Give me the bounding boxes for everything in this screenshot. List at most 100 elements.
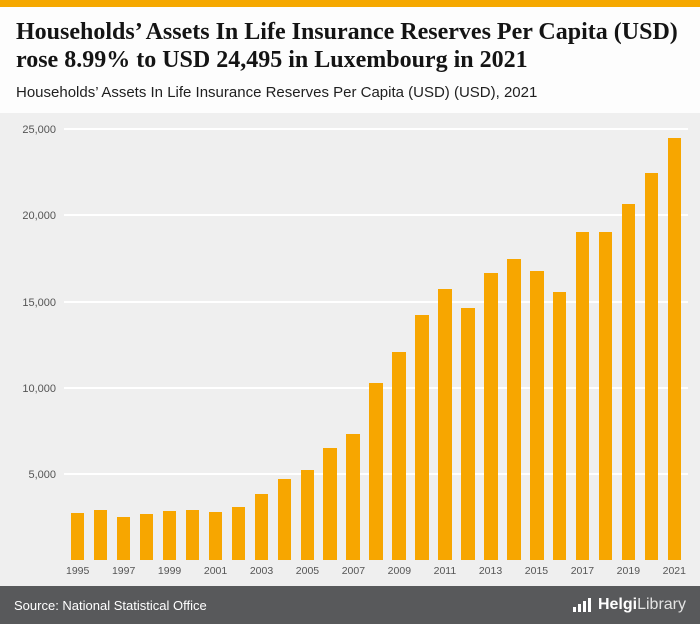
bar-slot	[227, 129, 250, 560]
bar-2013	[484, 273, 498, 560]
y-axis-label: 15,000	[22, 296, 56, 309]
bar-2007	[346, 434, 360, 560]
logo-text-light: Library	[637, 596, 686, 613]
bar-slot	[273, 129, 296, 560]
x-axis-label	[273, 565, 296, 584]
chart-subtitle: Households’ Assets In Life Insurance Res…	[16, 84, 538, 102]
gridline	[64, 214, 688, 217]
bar-slot	[411, 129, 434, 560]
bar-slot	[525, 129, 548, 560]
x-axis-label	[181, 565, 204, 584]
bar-slot	[456, 129, 479, 560]
bar-slot	[434, 129, 457, 560]
top-accent-bar	[0, 0, 700, 7]
bar-slot	[296, 129, 319, 560]
bar-slot	[66, 129, 89, 560]
bar-2018	[599, 231, 613, 560]
bar-2016	[553, 292, 567, 560]
bar-2011	[438, 288, 452, 560]
x-axis-label	[89, 565, 112, 584]
footer: Source: National Statistical Office Helg…	[0, 586, 700, 624]
bar-slot	[158, 129, 181, 560]
gridline	[64, 128, 688, 131]
x-axis-label: 2017	[570, 565, 595, 577]
x-axis-label	[135, 565, 158, 584]
bar-slot	[388, 129, 411, 560]
bar-2015	[530, 271, 544, 560]
bar-2004	[277, 479, 291, 560]
x-axis-label	[365, 565, 388, 584]
x-axis-label: 2001	[203, 565, 228, 577]
plot-area	[64, 128, 688, 560]
chart-section: 5,000 10,000 15,000 20,000 25,000 1995 1997 19…	[0, 113, 700, 586]
bar-slot	[502, 129, 525, 560]
bar-2010	[415, 315, 429, 560]
x-axis-label: 1995	[66, 565, 90, 577]
y-axis-label: 10,000	[22, 382, 56, 395]
bar-1999	[162, 510, 177, 560]
x-axis-label	[548, 565, 571, 584]
bar-slot	[89, 129, 112, 560]
x-axis-label	[502, 565, 525, 584]
x-axis-label: 2009	[387, 565, 412, 577]
bar-slot	[319, 129, 342, 560]
source-text: Source: National Statistical Office	[14, 597, 207, 613]
chart-title: Households’ Assets In Life Insurance Res…	[16, 19, 678, 73]
y-axis-label: 25,000	[22, 124, 56, 137]
bar-slot	[112, 129, 135, 560]
bar-chart-logo-icon	[572, 597, 591, 613]
bar-2006	[323, 448, 337, 560]
x-axis-label: 2005	[295, 565, 320, 577]
bar-2003	[254, 493, 268, 560]
bar-2005	[300, 470, 314, 560]
bar-2012	[461, 307, 475, 560]
x-axis-label	[319, 565, 342, 584]
logo-text-bold: Helgi	[597, 596, 638, 613]
bar-1998	[139, 514, 154, 560]
bar-2009	[392, 351, 406, 560]
bar-1997	[116, 516, 131, 560]
y-axis-label: 20,000	[22, 210, 56, 223]
x-axis-label	[594, 565, 617, 584]
bar-2008	[369, 382, 383, 560]
bar-slot	[181, 129, 204, 560]
bar-slot	[342, 129, 365, 560]
bar-slot	[204, 129, 227, 560]
bar-slot	[365, 129, 388, 560]
bar-2021	[668, 137, 682, 560]
bar-1995	[70, 512, 85, 560]
bar-slot	[479, 129, 502, 560]
bar-2019	[622, 204, 636, 560]
y-axis-label: 5,000	[28, 468, 56, 481]
x-axis-label	[227, 565, 250, 584]
bar-slot	[617, 129, 640, 560]
bar-slot	[135, 129, 158, 560]
gridline	[64, 300, 688, 303]
bar-2000	[185, 510, 199, 560]
chart-header: Households’ Assets In Life Insurance Res…	[0, 7, 700, 114]
bar-1996	[93, 510, 108, 560]
bar-slot	[640, 129, 663, 560]
x-axis-label: 2011	[433, 565, 457, 577]
x-axis-label: 2015	[524, 565, 549, 577]
x-axis-label	[411, 565, 434, 584]
helgilibrary-logo: HelgiLibrary	[572, 596, 686, 614]
x-axis-label: 2021	[662, 565, 686, 577]
bar-slot	[548, 129, 571, 560]
bar-2002	[231, 506, 245, 560]
chart-grid: 5,000 10,000 15,000 20,000 25,000 1995 1997 19…	[6, 124, 688, 584]
x-axis-label: 2007	[341, 565, 366, 577]
bar-2017	[576, 231, 590, 560]
x-axis-label	[640, 565, 663, 584]
bar-2001	[208, 511, 222, 560]
bar-slot	[250, 129, 273, 560]
x-axis-label: 1997	[111, 565, 136, 577]
bars	[64, 129, 688, 560]
bar-2014	[507, 259, 521, 560]
x-axis-label	[456, 565, 479, 584]
bar-slot	[571, 129, 594, 560]
x-axis: 1995 1997 1999 2001 2003 2005 2007 2009 2011 2013…	[64, 560, 688, 584]
x-axis-label: 2013	[478, 565, 503, 577]
y-axis: 5,000 10,000 15,000 20,000 25,000	[6, 124, 56, 560]
bar-slot	[663, 129, 686, 560]
